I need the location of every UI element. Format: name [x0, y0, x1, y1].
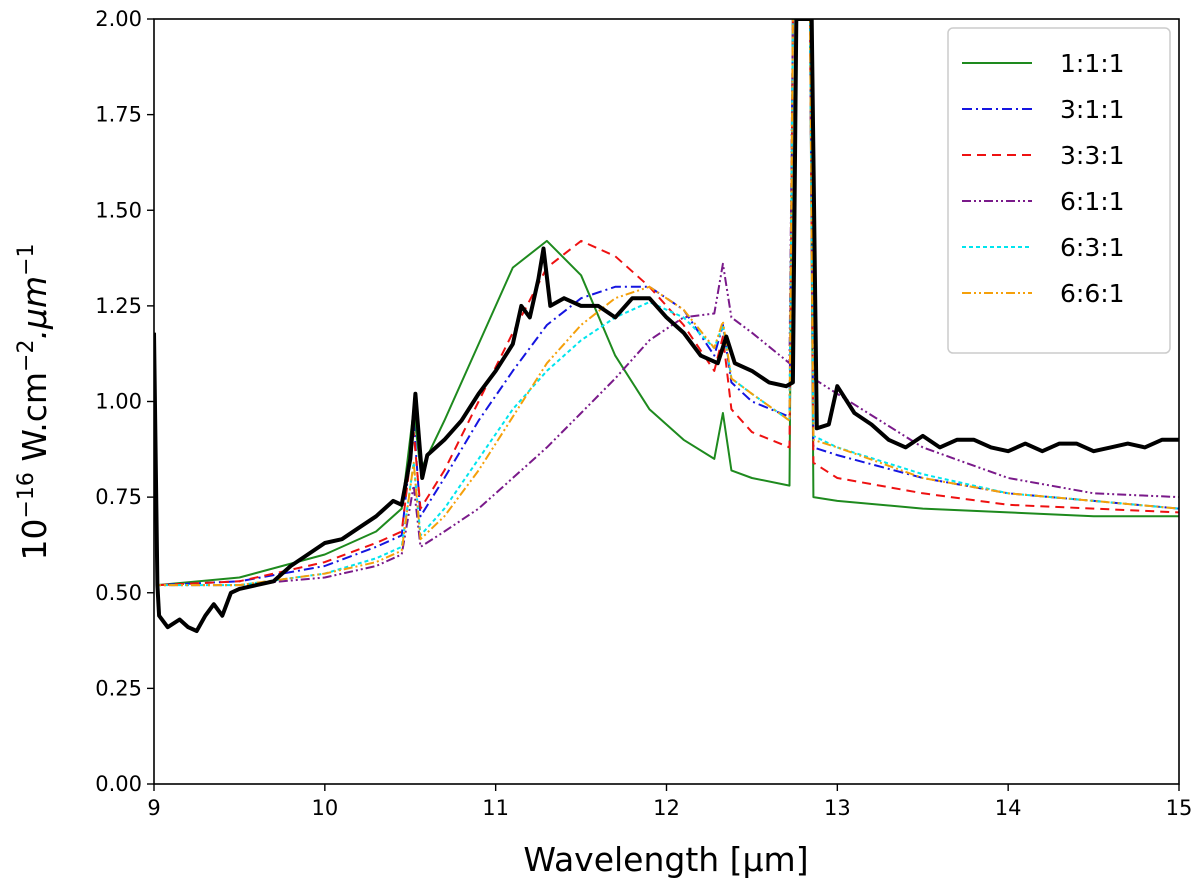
x-axis-title: Wavelength [μm] [523, 840, 808, 879]
y-tick-label: 1.75 [95, 103, 142, 127]
x-tick-label: 11 [482, 796, 509, 820]
y-tick-label: 0.50 [95, 581, 142, 605]
x-tick-label: 9 [147, 796, 160, 820]
x-tick-label: 15 [1166, 796, 1193, 820]
legend-label: 3:3:1 [1060, 141, 1125, 170]
y-axis-title-unit1: W.cm [15, 372, 54, 472]
y-axis-title-exp2: −2 [14, 340, 39, 372]
y-axis-title-unit2: .μm [15, 276, 54, 340]
y-axis-title-prefix: 10 [15, 519, 54, 561]
y-tick-label: 2.00 [95, 7, 142, 31]
legend-box [947, 27, 1171, 354]
legend-label: 6:3:1 [1060, 233, 1125, 262]
x-tick-label: 14 [995, 796, 1022, 820]
observed-spectrum-line [154, 19, 1179, 633]
x-tick-label: 10 [311, 796, 338, 820]
y-tick-label: 1.25 [95, 294, 142, 318]
y-tick-label: 0.00 [95, 772, 142, 796]
y-tick-label: 0.75 [95, 485, 142, 509]
series-line-3-1-1 [154, 19, 1179, 587]
series-lines [154, 19, 1179, 633]
series-line-1-1-1 [154, 19, 1179, 587]
y-tick-label: 0.25 [95, 676, 142, 700]
y-axis-title-exp1: −16 [14, 472, 39, 518]
series-line-6-6-1 [154, 19, 1179, 587]
legend: 1:1:1 3:1:1 3:3:1 6:1:1 6:3:1 6:6:1 [947, 27, 1171, 354]
y-tick-label: 1.50 [95, 198, 142, 222]
y-tick-label: 1.00 [95, 390, 142, 414]
series-line-6-1-1 [154, 19, 1179, 587]
legend-label: 1:1:1 [1060, 49, 1125, 78]
x-tick-label: 13 [824, 796, 851, 820]
y-axis-title: 10−16 W.cm−2.μm−1 [14, 243, 54, 560]
y-axis-title-exp3: −1 [14, 243, 39, 275]
x-tick-label: 12 [653, 796, 680, 820]
legend-label: 3:1:1 [1060, 95, 1125, 124]
series-line-6-3-1 [154, 19, 1179, 587]
x-axis: 9 10 11 12 13 14 15 [147, 784, 1192, 820]
legend-label: 6:1:1 [1060, 187, 1125, 216]
y-axis: 0.00 0.25 0.50 0.75 1.00 1.25 1.50 1.75 2.00 [95, 7, 154, 796]
legend-label: 6:6:1 [1060, 279, 1125, 308]
